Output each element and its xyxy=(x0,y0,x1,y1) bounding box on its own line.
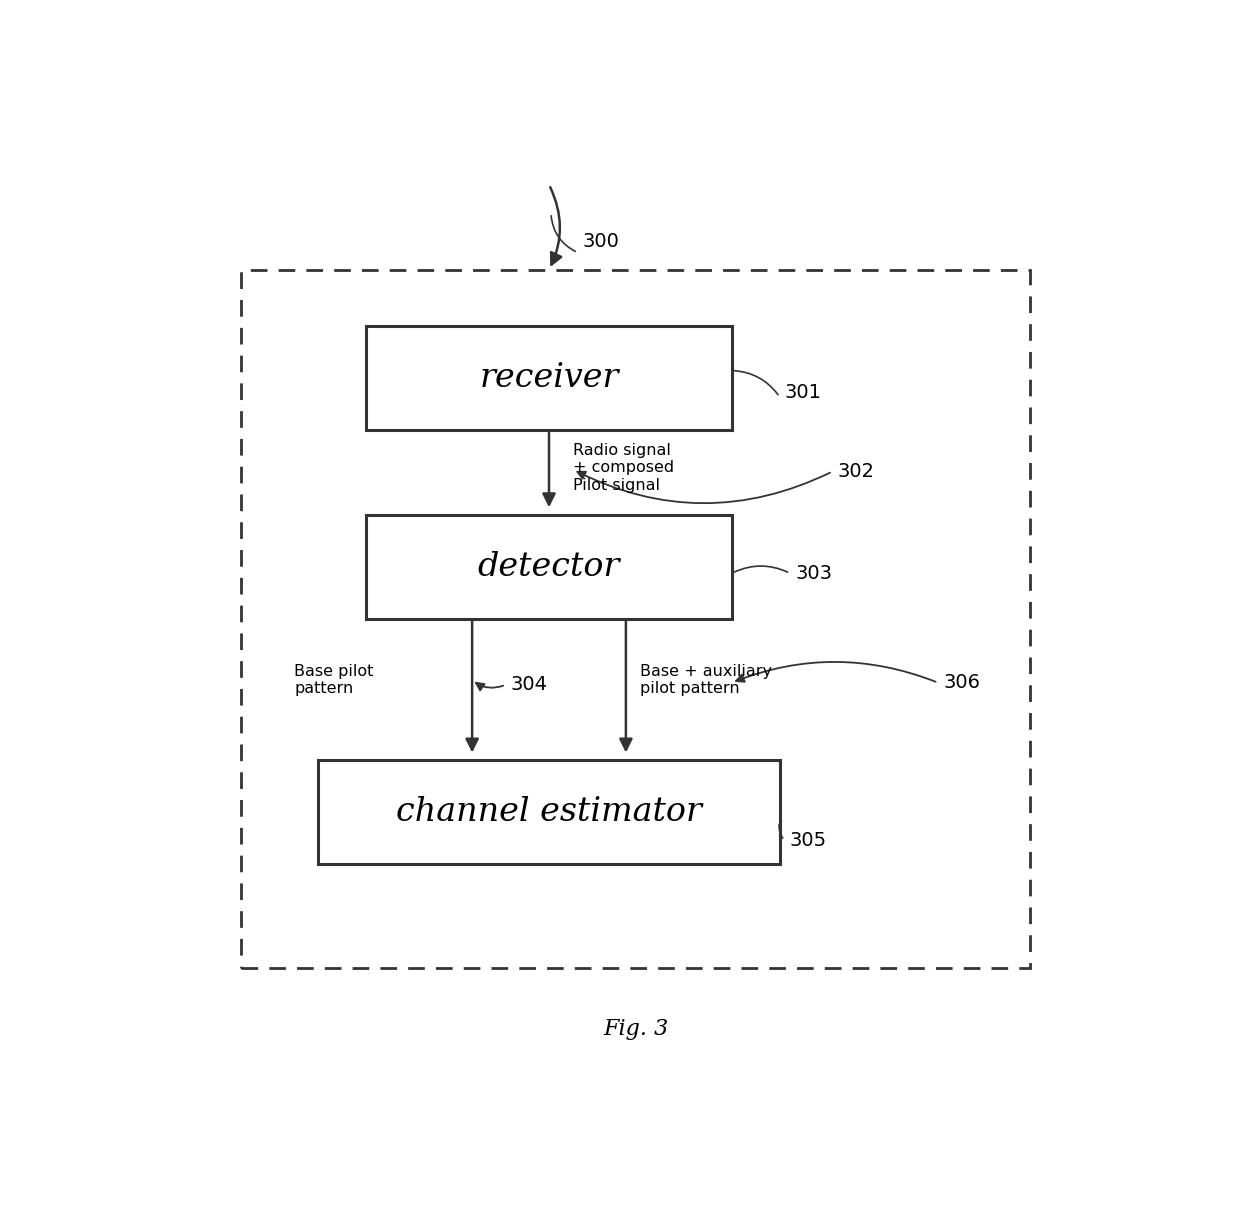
Text: 302: 302 xyxy=(837,462,874,481)
Text: Base + auxiliary
pilot pattern: Base + auxiliary pilot pattern xyxy=(640,664,773,696)
Bar xyxy=(319,760,780,864)
Text: 305: 305 xyxy=(789,831,826,850)
Text: 301: 301 xyxy=(785,382,821,402)
Text: Base pilot
pattern: Base pilot pattern xyxy=(294,664,373,696)
Text: detector: detector xyxy=(477,551,620,583)
Bar xyxy=(242,270,1029,968)
Text: 300: 300 xyxy=(583,232,620,251)
Text: 304: 304 xyxy=(511,675,548,695)
Text: receiver: receiver xyxy=(479,363,619,394)
Text: 306: 306 xyxy=(942,674,980,692)
Text: 303: 303 xyxy=(795,564,832,583)
Bar xyxy=(367,514,732,619)
Bar xyxy=(367,326,732,430)
Text: Radio signal
+ composed
Pilot signal: Radio signal + composed Pilot signal xyxy=(573,442,675,492)
Text: channel estimator: channel estimator xyxy=(396,796,702,828)
Text: Fig. 3: Fig. 3 xyxy=(603,1018,668,1040)
